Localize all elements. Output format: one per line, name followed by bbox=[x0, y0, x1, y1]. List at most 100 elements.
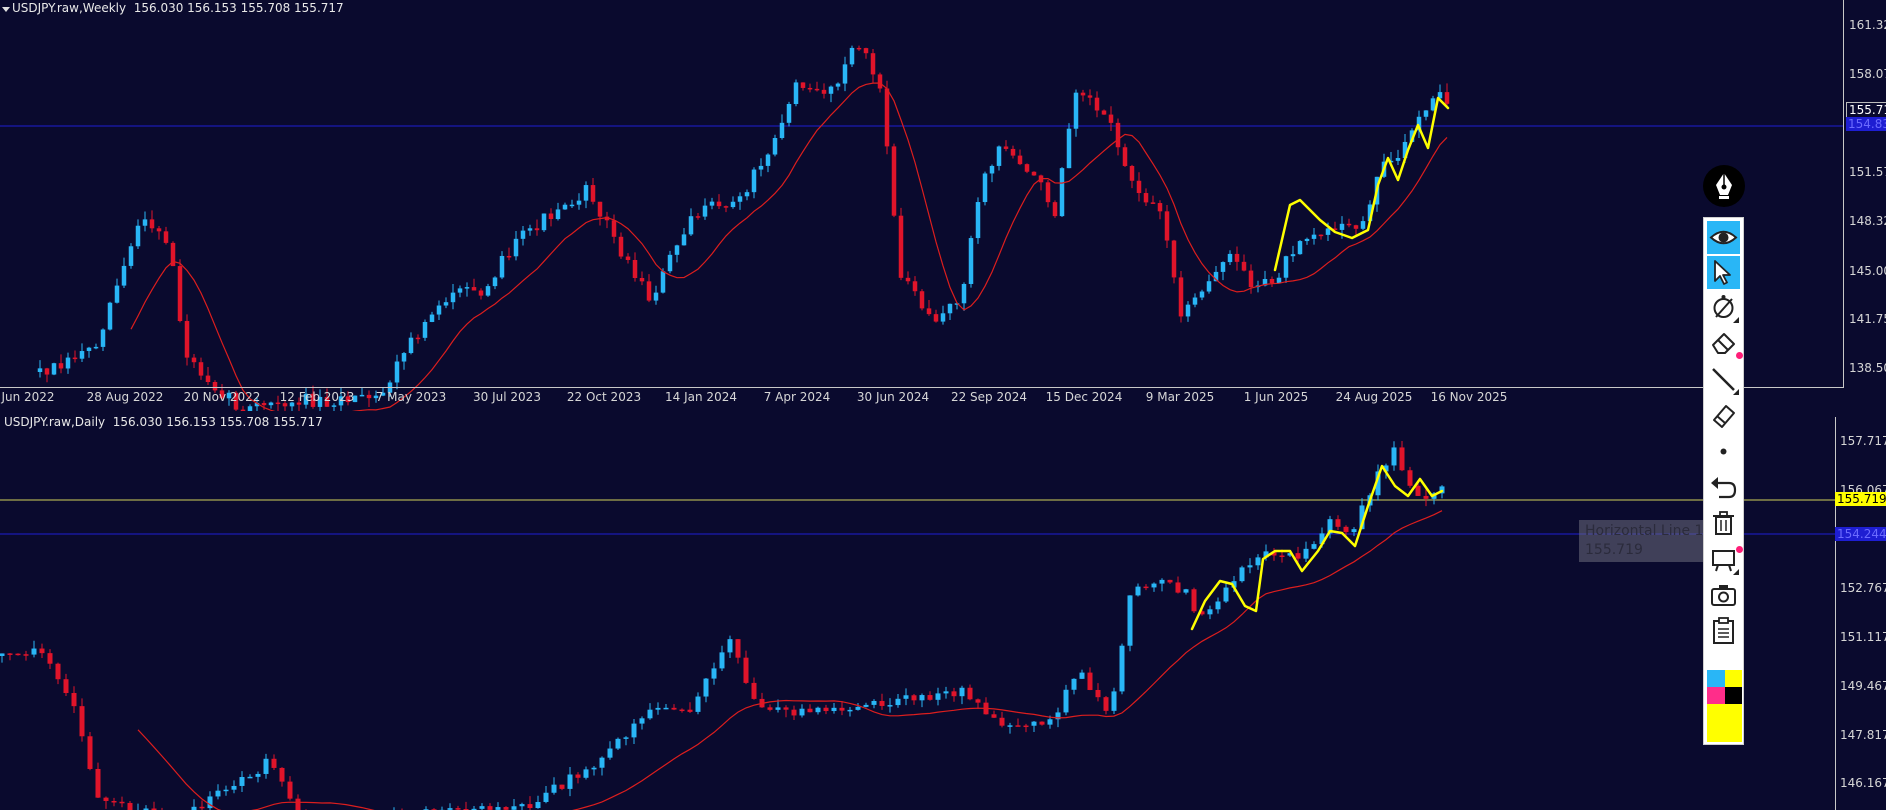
candle-body bbox=[660, 271, 666, 293]
eraser-tool-button[interactable] bbox=[1707, 326, 1743, 359]
presentation-board-button[interactable] bbox=[1707, 543, 1743, 576]
candle-body bbox=[982, 173, 988, 203]
candle-body bbox=[611, 220, 617, 237]
candle-body bbox=[254, 403, 260, 407]
candle-body bbox=[457, 288, 463, 293]
candle-body bbox=[599, 757, 605, 768]
candle-body bbox=[1416, 116, 1422, 131]
weekly-time-tick: 20 Nov 2022 bbox=[183, 390, 261, 404]
candle-body bbox=[631, 723, 637, 738]
weekly-chart-canvas[interactable] bbox=[0, 0, 1886, 411]
daily-chart-pane[interactable]: USDJPY.raw,Daily 156.030 156.153 155.708… bbox=[0, 411, 1886, 810]
candle-body bbox=[79, 706, 85, 737]
candle-body bbox=[1223, 587, 1229, 602]
candle-body bbox=[111, 800, 117, 803]
screenshot-button[interactable] bbox=[1707, 579, 1740, 612]
candle-body bbox=[786, 103, 792, 123]
candle-body bbox=[849, 47, 855, 65]
swatch-blue[interactable] bbox=[1707, 670, 1725, 687]
candle-body bbox=[422, 321, 428, 338]
candle-body bbox=[919, 695, 925, 701]
daily-chart-title: USDJPY.raw,Daily 156.030 156.153 155.708… bbox=[4, 415, 323, 429]
undo-icon bbox=[1711, 477, 1737, 499]
candle-body bbox=[765, 154, 771, 166]
candle-body bbox=[429, 314, 435, 322]
candle-body bbox=[7, 653, 13, 655]
candle-body bbox=[226, 392, 232, 399]
candle-body bbox=[233, 392, 239, 410]
highlighter-tool-button[interactable] bbox=[1707, 399, 1740, 432]
candle-body bbox=[879, 700, 885, 706]
candle-body bbox=[604, 216, 610, 221]
candle-body bbox=[271, 758, 277, 768]
candle-body bbox=[263, 758, 269, 774]
candle-body bbox=[72, 357, 78, 360]
candle-body bbox=[1159, 579, 1165, 584]
candle-body bbox=[443, 302, 449, 306]
select-pointer-button[interactable] bbox=[1707, 256, 1740, 289]
line-icon bbox=[1712, 368, 1735, 391]
submenu-corner-icon bbox=[1733, 317, 1739, 323]
candle-body bbox=[207, 796, 213, 809]
delete-drawings-button[interactable] bbox=[1707, 507, 1740, 540]
candle-body bbox=[503, 807, 509, 810]
candle-body bbox=[205, 375, 211, 382]
weekly-time-tick: 7 May 2023 bbox=[375, 390, 447, 404]
horizontal-line-tooltip: Horizontal Line 13 155.719 bbox=[1579, 520, 1705, 562]
pane-collapse-triangle-icon[interactable] bbox=[2, 7, 10, 12]
dot-icon bbox=[1720, 448, 1727, 455]
candle-body bbox=[366, 394, 372, 399]
candle-body bbox=[359, 394, 365, 397]
candle-body bbox=[1269, 278, 1275, 284]
line-tool-button[interactable] bbox=[1707, 363, 1740, 396]
swatch-black[interactable] bbox=[1725, 687, 1742, 704]
candle-body bbox=[583, 769, 589, 778]
swatch-yellow-large[interactable] bbox=[1707, 704, 1742, 742]
candle-body bbox=[695, 696, 701, 712]
daily-chart-canvas[interactable] bbox=[0, 411, 1886, 810]
pen-tool-button[interactable] bbox=[1703, 165, 1745, 207]
swatch-pink[interactable] bbox=[1707, 687, 1725, 704]
weekly-time-tick: 16 Nov 2025 bbox=[1430, 390, 1508, 404]
weekly-current-price-tag: 155.71 bbox=[1846, 102, 1886, 118]
candle-body bbox=[1327, 519, 1333, 534]
candle-body bbox=[991, 714, 997, 718]
candle-body bbox=[551, 784, 557, 793]
candle-body bbox=[1391, 447, 1397, 466]
candle-body bbox=[1430, 98, 1436, 111]
candle-body bbox=[408, 337, 414, 354]
candle-body bbox=[107, 302, 113, 330]
candle-body bbox=[975, 699, 981, 703]
candle-body bbox=[1351, 529, 1357, 533]
candle-body bbox=[1127, 595, 1133, 646]
candle-body bbox=[39, 648, 45, 654]
candle-body bbox=[287, 781, 293, 799]
candle-body bbox=[345, 396, 351, 403]
candle-body bbox=[1071, 678, 1077, 690]
candle-body bbox=[95, 768, 101, 798]
candle-body bbox=[55, 663, 61, 680]
candle-body bbox=[1220, 262, 1226, 272]
candle-body bbox=[135, 225, 141, 247]
candle-body bbox=[520, 230, 526, 239]
eraser-icon bbox=[1712, 333, 1735, 354]
pen-icon bbox=[1716, 173, 1732, 199]
candle-body bbox=[1339, 223, 1345, 230]
toggle-visibility-button[interactable] bbox=[1707, 221, 1740, 254]
candle-body bbox=[716, 201, 722, 207]
clipboard-button[interactable] bbox=[1707, 614, 1740, 647]
candle-body bbox=[1073, 92, 1079, 129]
measure-tool-button[interactable] bbox=[1707, 291, 1740, 324]
dot-size-button[interactable] bbox=[1707, 435, 1740, 468]
candle-body bbox=[919, 291, 925, 309]
weekly-chart-pane[interactable]: USDJPY.raw,Weekly 156.030 156.153 155.70… bbox=[0, 0, 1886, 411]
candle-body bbox=[373, 395, 379, 399]
swatch-yellow[interactable] bbox=[1725, 670, 1742, 687]
weekly-time-tick: 24 Aug 2025 bbox=[1335, 390, 1413, 404]
candle-body bbox=[240, 409, 246, 411]
candle-body bbox=[1087, 95, 1093, 98]
candle-body bbox=[177, 266, 183, 322]
candle-body bbox=[687, 709, 693, 712]
candle-body bbox=[184, 321, 190, 358]
undo-button[interactable] bbox=[1707, 471, 1740, 504]
